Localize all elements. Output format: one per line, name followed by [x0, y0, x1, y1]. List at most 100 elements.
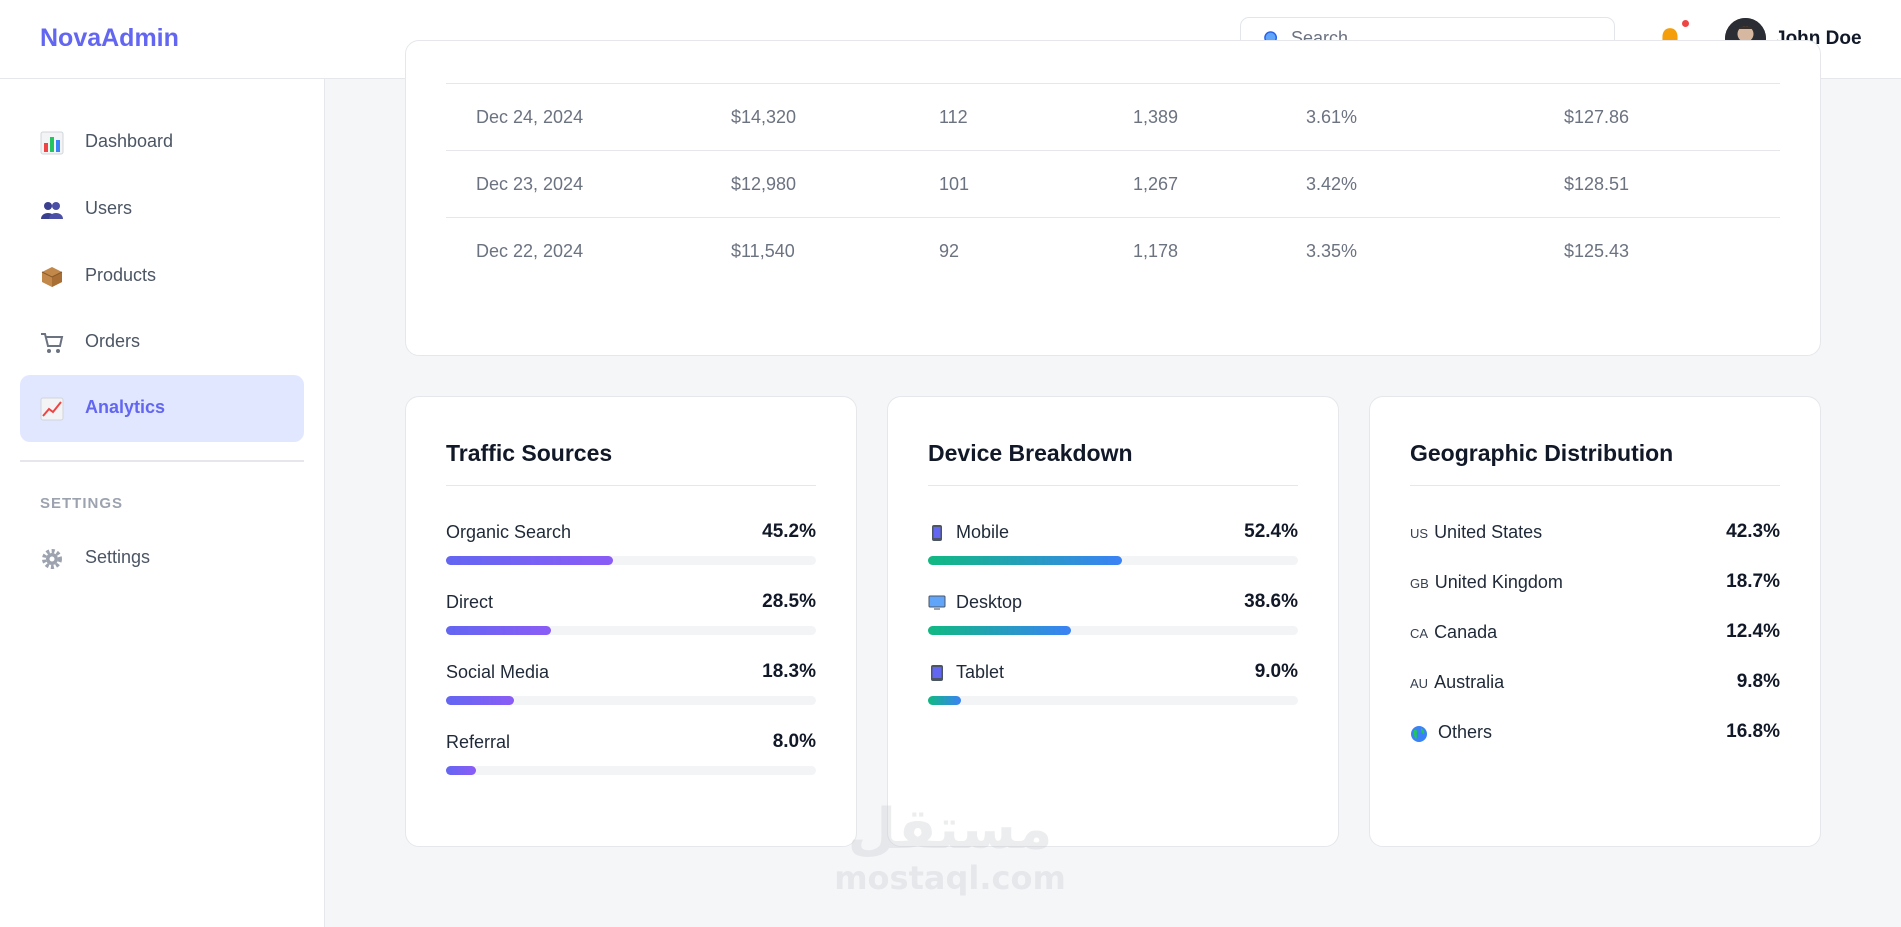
table-row-divider: [446, 83, 1780, 84]
country-name: Australia: [1434, 672, 1505, 692]
table-cell: Dec 22, 2024: [476, 241, 584, 261]
progress-track: [446, 626, 816, 635]
table-cell: 3.42%: [1306, 174, 1358, 194]
country-value: 18.7%: [1726, 571, 1780, 592]
traffic-source-value: 45.2%: [762, 521, 816, 542]
table-cell: Dec 24, 2024: [476, 107, 584, 127]
progress-fill: [446, 556, 614, 565]
table-cell: 3.61%: [1306, 107, 1358, 127]
country-name: Others: [1438, 722, 1493, 742]
sidebar-item-label: Products: [85, 265, 157, 285]
country-name: United Kingdom: [1434, 572, 1563, 592]
traffic-source-value: 28.5%: [762, 591, 816, 612]
country-value: 42.3%: [1726, 521, 1780, 542]
table-row-divider: [446, 150, 1780, 151]
card-title: Traffic Sources: [446, 440, 613, 466]
sidebar-item-label: Analytics: [85, 397, 166, 417]
device-value: 52.4%: [1244, 521, 1298, 542]
device-label: Mobile: [956, 522, 1010, 542]
progress-fill: [446, 626, 552, 635]
progress-fill: [446, 766, 476, 775]
traffic-source-label: Referral: [446, 732, 511, 752]
table-cell: 101: [939, 174, 970, 194]
card-divider: [446, 485, 816, 486]
sidebar-item-products[interactable]: Products: [20, 243, 304, 310]
progress-track: [446, 696, 816, 705]
device-label: Tablet: [956, 662, 1005, 682]
table-cell: 1,267: [1133, 174, 1179, 194]
sidebar-divider: [20, 460, 304, 462]
daily-metrics-table: [405, 40, 1821, 356]
au-flag-icon: AU: [1410, 676, 1429, 691]
bar-chart-icon: [40, 131, 64, 155]
sidebar: Dashboard Users Products Orders Anal: [0, 79, 325, 927]
country-name: Canada: [1434, 622, 1498, 642]
table-cell: $14,320: [731, 107, 797, 127]
card-divider: [1410, 485, 1780, 486]
tablet-icon: [931, 665, 943, 681]
table-row-divider: [446, 217, 1780, 218]
line-chart-icon: [40, 397, 64, 421]
settings-section-label: SETTINGS: [40, 495, 124, 512]
device-value: 9.0%: [1254, 661, 1298, 682]
desktop-icon: [928, 595, 946, 610]
traffic-sources-card: Traffic Sources Organic Search 45.2% Dir…: [405, 396, 857, 847]
table-cell: 92: [939, 241, 960, 261]
notification-badge: [1682, 20, 1689, 27]
sidebar-item-label: Users: [85, 198, 133, 218]
progress-fill: [446, 696, 514, 705]
country-value: 16.8%: [1726, 721, 1780, 742]
table-cell: Dec 23, 2024: [476, 174, 584, 194]
gear-icon: [42, 549, 62, 569]
table-cell: 3.35%: [1306, 241, 1358, 261]
watermark: مستقل mostaql.com: [830, 797, 1070, 897]
table-cell: $11,540: [731, 241, 795, 261]
country-label: GB United Kingdom: [1410, 572, 1563, 593]
country-value: 9.8%: [1736, 671, 1780, 692]
geographic-distribution-card: Geographic Distribution US United States …: [1369, 396, 1821, 847]
progress-track: [928, 696, 1298, 705]
sidebar-item-users[interactable]: Users: [20, 176, 304, 243]
sidebar-item-settings[interactable]: Settings: [20, 525, 304, 592]
us-flag-icon: US: [1410, 526, 1429, 541]
sidebar-item-label: Orders: [85, 331, 141, 351]
device-value: 38.6%: [1244, 591, 1298, 612]
traffic-source-label: Direct: [446, 592, 494, 612]
app-logo[interactable]: NovaAdmin: [40, 24, 179, 52]
traffic-source-value: 18.3%: [762, 661, 816, 682]
users-icon: [41, 202, 63, 219]
traffic-source-label: Social Media: [446, 662, 550, 682]
progress-fill: [928, 696, 962, 705]
watermark-arabic: مستقل: [847, 797, 1053, 862]
sidebar-item-label: Dashboard: [85, 131, 174, 151]
gb-flag-icon: GB: [1410, 576, 1429, 591]
watermark-latin: mostaql.com: [834, 859, 1066, 897]
cart-icon: [41, 333, 64, 353]
globe-icon: [1411, 726, 1427, 742]
card-divider: [928, 485, 1298, 486]
country-label: US United States: [1410, 522, 1542, 543]
traffic-source-value: 8.0%: [772, 731, 816, 752]
package-icon: [41, 267, 63, 287]
country-name: United States: [1434, 522, 1543, 542]
country-value: 12.4%: [1726, 621, 1780, 642]
table-cell: 1,178: [1133, 241, 1179, 261]
card-title: Device Breakdown: [928, 440, 1133, 466]
progress-fill: [928, 556, 1122, 565]
country-label: AU Australia: [1410, 672, 1504, 693]
device-breakdown-card: Device Breakdown Mobile 52.4% Desktop 38…: [887, 396, 1339, 847]
progress-track: [446, 766, 816, 775]
sidebar-item-analytics[interactable]: Analytics: [20, 375, 304, 442]
progress-track: [446, 556, 816, 565]
progress-track: [928, 626, 1298, 635]
mobile-icon: [932, 525, 942, 541]
table-cell: $128.51: [1564, 174, 1630, 194]
sidebar-item-label: Settings: [85, 547, 151, 567]
progress-fill: [928, 626, 1071, 635]
table-cell: 1,389: [1133, 107, 1179, 127]
sidebar-item-dashboard[interactable]: Dashboard: [20, 109, 304, 176]
table-cell: 112: [939, 107, 968, 127]
table-cell: $125.43: [1564, 241, 1630, 261]
country-label: CA Canada: [1410, 622, 1497, 643]
sidebar-item-orders[interactable]: Orders: [20, 309, 304, 376]
